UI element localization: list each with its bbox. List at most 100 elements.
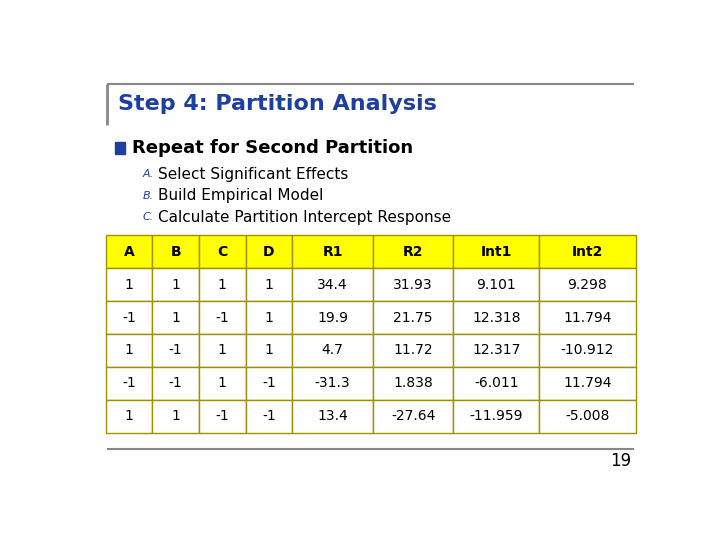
Text: 1: 1: [171, 409, 180, 423]
Text: 11.794: 11.794: [563, 376, 612, 390]
Bar: [106, 334, 152, 367]
Bar: [373, 334, 454, 367]
Text: 11.72: 11.72: [393, 343, 433, 357]
Text: 1: 1: [264, 310, 274, 325]
Text: Step 4: Partition Analysis: Step 4: Partition Analysis: [118, 94, 437, 114]
Text: C.: C.: [143, 212, 154, 222]
Bar: [373, 367, 454, 400]
Bar: [106, 301, 152, 334]
Text: -11.959: -11.959: [469, 409, 523, 423]
Text: -6.011: -6.011: [474, 376, 518, 390]
Text: 31.93: 31.93: [393, 278, 433, 292]
Text: 1: 1: [264, 278, 274, 292]
Text: 34.4: 34.4: [318, 278, 348, 292]
Bar: [152, 367, 199, 400]
Bar: [152, 400, 199, 433]
Bar: [539, 268, 636, 301]
Text: -31.3: -31.3: [315, 376, 351, 390]
Text: 1: 1: [125, 278, 133, 292]
Bar: [199, 367, 246, 400]
Bar: [454, 301, 539, 334]
Bar: [373, 400, 454, 433]
Text: B.: B.: [143, 191, 154, 201]
Text: -1: -1: [262, 409, 276, 423]
Text: -1: -1: [215, 310, 229, 325]
Bar: [539, 235, 636, 268]
Bar: [292, 301, 373, 334]
Text: R1: R1: [323, 245, 343, 259]
Text: 19: 19: [610, 452, 631, 470]
Text: -1: -1: [122, 376, 136, 390]
Text: 1: 1: [218, 343, 227, 357]
Bar: [292, 400, 373, 433]
Bar: [539, 334, 636, 367]
Bar: [152, 268, 199, 301]
Text: -5.008: -5.008: [565, 409, 610, 423]
Text: 1: 1: [218, 278, 227, 292]
Text: 1: 1: [171, 278, 180, 292]
Bar: [246, 235, 292, 268]
Bar: [199, 301, 246, 334]
Bar: [246, 367, 292, 400]
Bar: [199, 268, 246, 301]
Text: B: B: [171, 245, 181, 259]
Text: 1.838: 1.838: [393, 376, 433, 390]
Text: 21.75: 21.75: [393, 310, 433, 325]
Text: 1: 1: [264, 343, 274, 357]
Text: -1: -1: [215, 409, 229, 423]
Text: A: A: [124, 245, 135, 259]
Text: 9.298: 9.298: [567, 278, 608, 292]
Bar: [454, 367, 539, 400]
Text: D: D: [263, 245, 274, 259]
Bar: [539, 367, 636, 400]
Text: Int1: Int1: [481, 245, 512, 259]
Text: R2: R2: [402, 245, 423, 259]
Bar: [246, 301, 292, 334]
Text: 12.317: 12.317: [472, 343, 521, 357]
Text: 1: 1: [125, 409, 133, 423]
Text: 19.9: 19.9: [317, 310, 348, 325]
Text: 12.318: 12.318: [472, 310, 521, 325]
Text: 13.4: 13.4: [317, 409, 348, 423]
Bar: [106, 235, 152, 268]
Bar: [152, 301, 199, 334]
Text: A.: A.: [143, 169, 154, 179]
Bar: [292, 367, 373, 400]
Bar: [246, 334, 292, 367]
Text: 11.794: 11.794: [563, 310, 612, 325]
Text: Select Significant Effects: Select Significant Effects: [158, 167, 348, 181]
Bar: [454, 268, 539, 301]
Bar: [199, 400, 246, 433]
Text: 9.101: 9.101: [477, 278, 516, 292]
Text: 1: 1: [218, 376, 227, 390]
Bar: [373, 235, 454, 268]
Text: -27.64: -27.64: [391, 409, 436, 423]
Bar: [539, 301, 636, 334]
Bar: [454, 400, 539, 433]
Text: 1: 1: [125, 343, 133, 357]
Bar: [454, 235, 539, 268]
Text: -1: -1: [122, 310, 136, 325]
Bar: [106, 268, 152, 301]
Text: Build Empirical Model: Build Empirical Model: [158, 188, 323, 203]
Text: C: C: [217, 245, 228, 259]
Bar: [199, 334, 246, 367]
Bar: [373, 301, 454, 334]
Bar: [106, 367, 152, 400]
Bar: [292, 334, 373, 367]
Bar: [152, 235, 199, 268]
Text: -1: -1: [168, 343, 182, 357]
Text: Repeat for Second Partition: Repeat for Second Partition: [132, 139, 413, 157]
Bar: [373, 268, 454, 301]
Text: -1: -1: [168, 376, 182, 390]
Text: Int2: Int2: [572, 245, 603, 259]
Bar: [246, 268, 292, 301]
Bar: [199, 235, 246, 268]
Bar: [292, 235, 373, 268]
Bar: [115, 141, 125, 154]
Bar: [292, 268, 373, 301]
Text: 4.7: 4.7: [322, 343, 343, 357]
Text: -1: -1: [262, 376, 276, 390]
Text: -10.912: -10.912: [561, 343, 614, 357]
Bar: [539, 400, 636, 433]
